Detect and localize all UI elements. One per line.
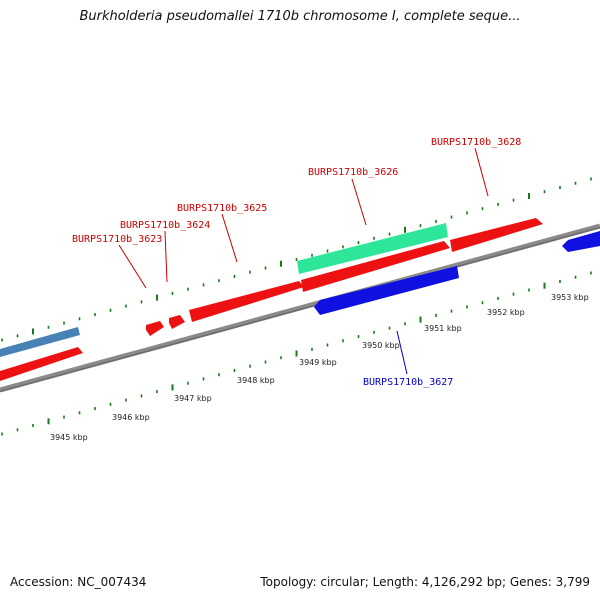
gene-label-3626[interactable]: BURPS1710b_3626	[308, 167, 398, 178]
scale-label-0: 3945 kbp	[50, 433, 88, 442]
gene-steel-left[interactable]	[0, 327, 80, 357]
leader-3624	[164, 230, 168, 283]
scale-label-7: 3952 kbp	[487, 308, 525, 317]
leader-3628	[474, 147, 489, 197]
scale-label-6: 3951 kbp	[424, 324, 462, 333]
gene-label-3623[interactable]: BURPS1710b_3623	[72, 234, 162, 245]
gene-forward-left[interactable]	[0, 347, 83, 381]
scale-label-5: 3950 kbp	[362, 341, 400, 350]
gene-label-3628[interactable]: BURPS1710b_3628	[431, 137, 521, 148]
gene-3626[interactable]	[297, 223, 448, 274]
gene-label-3627[interactable]: BURPS1710b_3627	[363, 377, 453, 388]
genome-summary-text: Topology: circular; Length: 4,126,292 bp…	[260, 575, 590, 589]
scale-label-3: 3948 kbp	[237, 376, 275, 385]
scale-label-2: 3947 kbp	[174, 394, 212, 403]
gene-label-group: BURPS1710b_3623 BURPS1710b_3624 BURPS171…	[72, 137, 521, 388]
map-title: Burkholderia pseudomallei 1710b chromoso…	[79, 9, 521, 24]
upper-tick-row	[1, 177, 592, 342]
genes	[0, 218, 600, 381]
gene-3623[interactable]	[146, 321, 164, 336]
chromosome-backbone	[0, 223, 600, 393]
leader-3623	[118, 244, 147, 289]
leader-3625	[221, 213, 238, 263]
gene-label-3624[interactable]: BURPS1710b_3624	[120, 220, 210, 231]
gene-forward-middle[interactable]	[301, 241, 450, 292]
scale-labels: 3945 kbp 3946 kbp 3947 kbp 3948 kbp 3949 kbp…	[50, 293, 589, 442]
scale-label-8: 3953 kbp	[551, 293, 589, 302]
gene-reverse-right[interactable]	[562, 231, 600, 252]
gene-label-3625[interactable]: BURPS1710b_3625	[177, 203, 267, 214]
leader-3626	[351, 178, 367, 226]
accession-text: Accession: NC_007434	[10, 575, 147, 589]
gene-3624[interactable]	[169, 315, 185, 329]
gene-3628[interactable]	[450, 218, 543, 252]
leader-3627	[396, 330, 408, 375]
gene-3627[interactable]	[314, 266, 459, 315]
gene-3625[interactable]	[189, 281, 304, 322]
scale-label-1: 3946 kbp	[112, 413, 150, 422]
chromosome-backbone-shade	[0, 226, 600, 393]
scale-label-4: 3949 kbp	[299, 358, 337, 367]
lower-tick-row	[1, 271, 592, 436]
label-leaders	[118, 147, 489, 375]
